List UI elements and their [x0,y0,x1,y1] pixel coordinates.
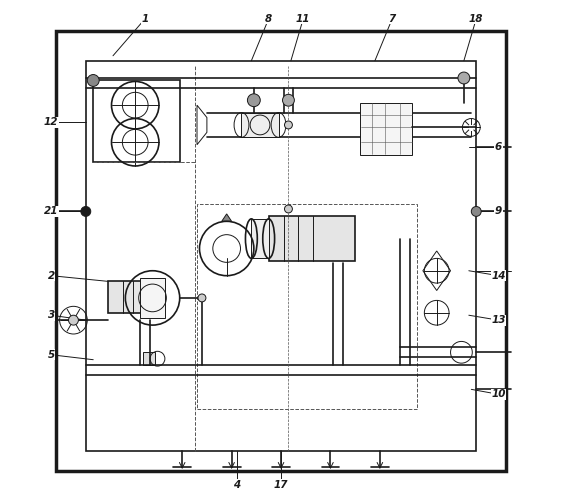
Text: 12: 12 [44,117,58,127]
Text: 17: 17 [274,480,288,490]
Circle shape [81,206,91,216]
Circle shape [471,206,481,216]
Circle shape [285,205,293,213]
Bar [93,81,180,162]
Circle shape [458,72,470,84]
Circle shape [87,75,99,86]
Text: 6: 6 [495,142,502,152]
Text: 10: 10 [491,389,506,399]
Circle shape [282,94,294,106]
Text: 2: 2 [48,271,55,281]
Text: 7: 7 [388,14,396,24]
Bar [140,278,165,318]
Text: 13: 13 [491,315,506,325]
Text: 9: 9 [495,206,502,216]
Polygon shape [222,214,231,221]
Text: 1: 1 [142,14,149,24]
Circle shape [247,94,260,107]
Circle shape [69,315,78,325]
Bar [56,31,506,471]
Bar [251,219,269,258]
Bar [197,204,417,409]
Bar [143,352,155,365]
Bar [269,216,355,261]
Circle shape [285,121,293,129]
Text: 18: 18 [469,14,484,24]
Bar [360,103,412,155]
Text: 8: 8 [265,14,272,24]
Text: 21: 21 [44,206,58,216]
Text: 4: 4 [233,480,240,490]
Text: 5: 5 [48,350,55,360]
Bar [108,281,147,313]
Text: 14: 14 [491,271,506,281]
Bar [242,113,278,137]
Bar [86,61,476,451]
Text: 11: 11 [296,14,311,24]
Text: 3: 3 [48,310,55,320]
Circle shape [198,294,206,302]
